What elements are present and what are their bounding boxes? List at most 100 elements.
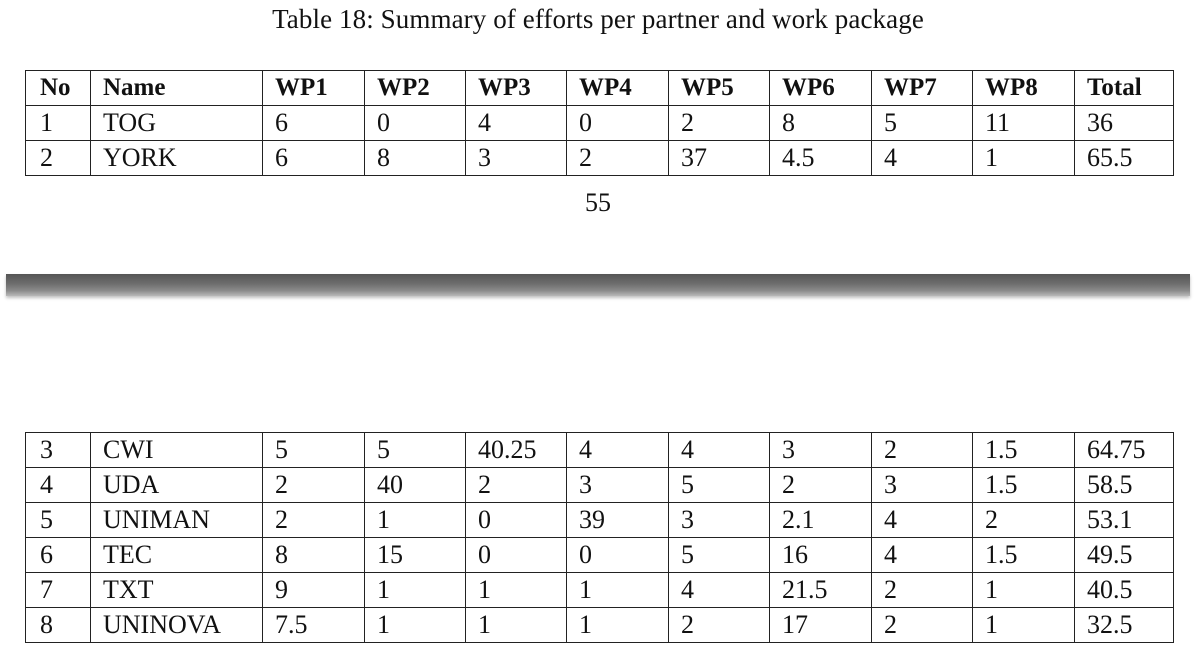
cell-wp5: 2 [668,607,770,643]
table-header-row: No Name WP1 WP2 WP3 WP4 WP5 WP6 WP7 WP8 Total [25,70,1174,106]
cell-wp3: 0 [465,537,567,573]
cell-wp3: 3 [465,140,567,176]
cell-wp5: 5 [668,467,770,503]
cell-wp5: 4 [668,432,770,468]
cell-wp7: 4 [871,140,973,176]
table-row: 7 TXT 9 1 1 1 4 21.5 2 1 40.5 [25,572,1174,608]
cell-wp4: 4 [566,432,669,468]
cell-name: UDA [90,467,263,503]
cell-name: UNIMAN [90,502,263,538]
cell-total: 32.5 [1074,607,1174,643]
cell-wp5: 3 [668,502,770,538]
cell-wp2: 1 [364,607,466,643]
cell-wp8: 1 [972,140,1075,176]
column-header-wp5: WP5 [668,70,770,106]
cell-wp7: 4 [871,537,973,573]
cell-no: 3 [25,432,91,468]
cell-wp4: 2 [566,140,669,176]
effort-table-page-2: 3 CWI 5 5 40.25 4 4 3 2 1.5 64.75 4 UDA 2 40 2 3 5 2 3 1.5 58… [25,432,1174,643]
cell-wp3: 1 [465,607,567,643]
column-header-wp6: WP6 [769,70,872,106]
cell-total: 36 [1074,105,1174,141]
cell-total: 49.5 [1074,537,1174,573]
table-row: 4 UDA 2 40 2 3 5 2 3 1.5 58.5 [25,467,1174,503]
cell-wp3: 1 [465,572,567,608]
cell-wp2: 40 [364,467,466,503]
cell-wp1: 2 [262,467,365,503]
cell-wp4: 0 [566,105,669,141]
column-header-wp4: WP4 [566,70,669,106]
cell-wp2: 1 [364,502,466,538]
cell-wp7: 3 [871,467,973,503]
cell-wp8: 11 [972,105,1075,141]
cell-wp2: 0 [364,105,466,141]
cell-wp7: 4 [871,502,973,538]
cell-wp8: 1.5 [972,467,1075,503]
cell-wp6: 21.5 [769,572,872,608]
cell-wp7: 2 [871,572,973,608]
table-row: 2 YORK 6 8 3 2 37 4.5 4 1 65.5 [25,140,1174,176]
cell-wp8: 2 [972,502,1075,538]
cell-wp1: 8 [262,537,365,573]
column-header-no: No [25,70,91,106]
cell-wp2: 1 [364,572,466,608]
table-row: 1 TOG 6 0 4 0 2 8 5 11 36 [25,105,1174,141]
cell-wp6: 2.1 [769,502,872,538]
cell-wp4: 1 [566,607,669,643]
cell-wp2: 8 [364,140,466,176]
table-caption: Table 18: Summary of efforts per partner… [272,4,924,34]
cell-total: 64.75 [1074,432,1174,468]
cell-wp8: 1.5 [972,537,1075,573]
page-number: 55 [585,188,611,217]
cell-wp6: 4.5 [769,140,872,176]
cell-wp6: 16 [769,537,872,573]
page-break-divider [6,274,1190,296]
cell-wp6: 3 [769,432,872,468]
column-header-wp8: WP8 [972,70,1075,106]
cell-wp5: 4 [668,572,770,608]
cell-no: 5 [25,502,91,538]
cell-no: 8 [25,607,91,643]
column-header-wp1: WP1 [262,70,365,106]
cell-wp8: 1.5 [972,432,1075,468]
cell-name: TXT [90,572,263,608]
cell-wp1: 9 [262,572,365,608]
table-row: 8 UNINOVA 7.5 1 1 1 2 17 2 1 32.5 [25,607,1174,643]
cell-wp1: 2 [262,502,365,538]
cell-name: CWI [90,432,263,468]
column-header-name: Name [90,70,263,106]
cell-wp3: 4 [465,105,567,141]
table-row: 3 CWI 5 5 40.25 4 4 3 2 1.5 64.75 [25,432,1174,468]
cell-wp6: 17 [769,607,872,643]
cell-no: 2 [25,140,91,176]
cell-wp7: 2 [871,432,973,468]
cell-no: 1 [25,105,91,141]
cell-wp4: 39 [566,502,669,538]
cell-wp3: 40.25 [465,432,567,468]
cell-wp1: 6 [262,105,365,141]
cell-name: TOG [90,105,263,141]
cell-wp6: 8 [769,105,872,141]
cell-wp5: 37 [668,140,770,176]
cell-wp8: 1 [972,607,1075,643]
cell-wp1: 5 [262,432,365,468]
cell-total: 53.1 [1074,502,1174,538]
cell-wp1: 6 [262,140,365,176]
column-header-total: Total [1074,70,1174,106]
cell-total: 65.5 [1074,140,1174,176]
cell-total: 40.5 [1074,572,1174,608]
cell-no: 7 [25,572,91,608]
cell-no: 6 [25,537,91,573]
cell-name: YORK [90,140,263,176]
effort-table-page-1: No Name WP1 WP2 WP3 WP4 WP5 WP6 WP7 WP8 Total 1 TOG… [25,70,1174,176]
cell-wp5: 5 [668,537,770,573]
cell-wp3: 2 [465,467,567,503]
column-header-wp2: WP2 [364,70,466,106]
cell-wp5: 2 [668,105,770,141]
cell-name: TEC [90,537,263,573]
column-header-wp3: WP3 [465,70,567,106]
cell-wp7: 2 [871,607,973,643]
cell-wp4: 0 [566,537,669,573]
cell-wp4: 1 [566,572,669,608]
cell-wp6: 2 [769,467,872,503]
